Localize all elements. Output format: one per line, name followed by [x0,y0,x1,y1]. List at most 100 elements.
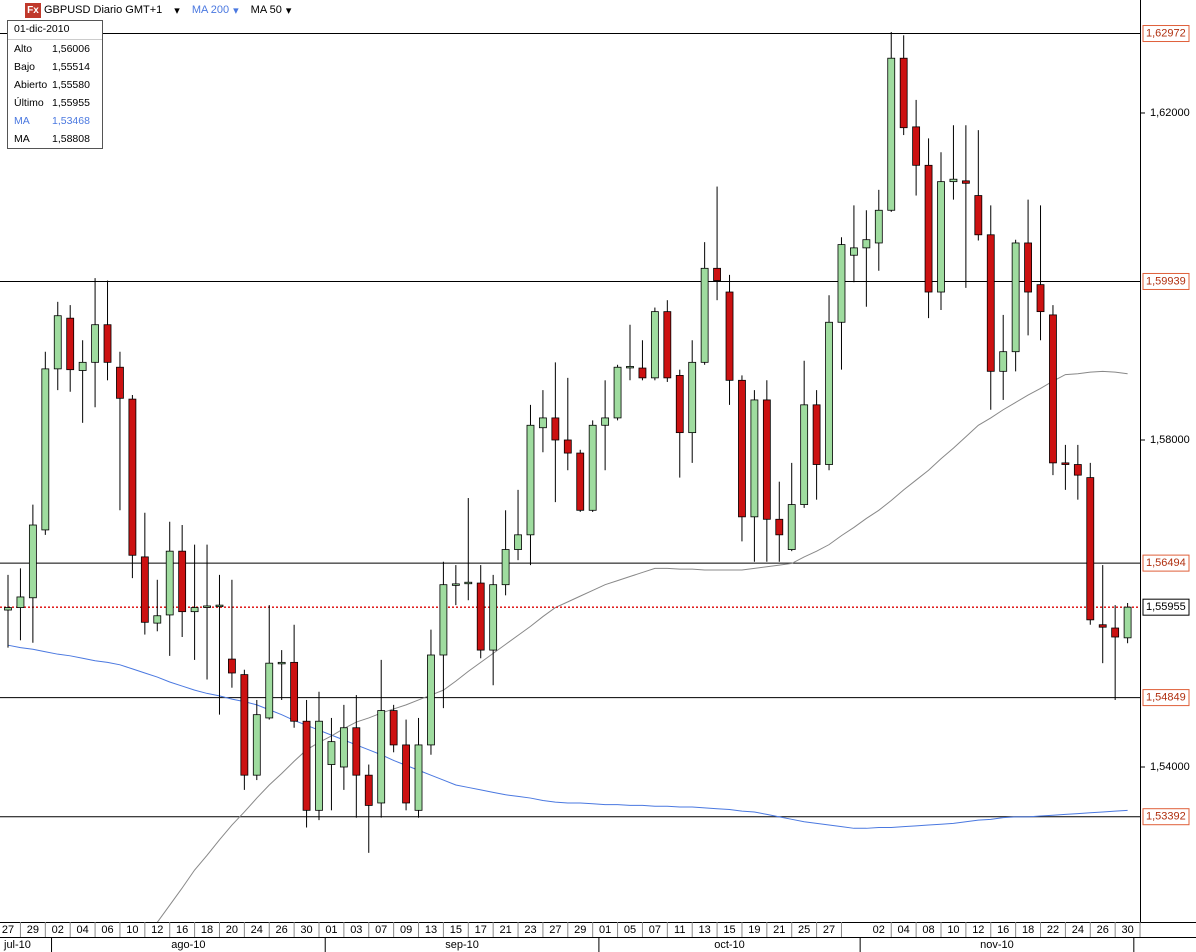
symbol-title[interactable]: GBPUSD Diario GMT+1 [44,4,163,16]
candle-body [165,550,174,616]
x-tick-label: 12 [972,924,984,936]
candle-body [128,398,137,556]
candle-body [364,774,373,806]
info-row: Abierto 1,55580 [8,76,102,94]
dropdown-arrow[interactable]: ▾ [285,4,292,17]
info-value: 1,55580 [52,79,90,91]
x-tick-label: 30 [300,924,312,936]
x-tick-label: 07 [375,924,387,936]
x-tick-label: 27 [2,924,14,936]
info-row: MA 1,58808 [8,130,102,148]
x-tick-label: 18 [201,924,213,936]
x-tick-label: 04 [898,924,910,936]
x-tick-label: 16 [176,924,188,936]
right-axis-bg [1140,0,1196,922]
info-row: Último 1,55955 [8,94,102,112]
candle-body [402,744,410,804]
dropdown-arrow[interactable]: ▾ [233,4,239,17]
info-box: 01-dic-2010 Alto 1,56006 Bajo 1,55514 Abiert… [7,20,103,149]
candle-body [526,424,535,536]
candle-body [215,604,224,608]
x-tick-label: 21 [499,924,511,936]
candle-body [825,321,833,465]
candle-body [750,399,759,518]
candle-body [78,361,87,371]
candle-body [414,744,423,811]
candle-body [762,399,771,520]
ma50-legend[interactable]: MA 50 [250,4,282,16]
candle-body [153,615,162,624]
candle-body [588,424,597,511]
candle-body [663,311,672,379]
x-tick-label: 10 [947,924,959,936]
candle-body [451,583,460,586]
candle-body [302,720,311,811]
candle-body [489,584,498,651]
candle-body [116,366,124,399]
candle-body [700,267,709,363]
x-tick-label: 21 [773,924,785,936]
month-label: oct-10 [714,939,745,951]
candle-body [265,662,274,719]
x-tick-label: 03 [350,924,362,936]
candle-body [1073,464,1082,476]
x-tick-label: 16 [997,924,1009,936]
level-label-box [1142,808,1190,826]
info-date: 01-dic-2010 [8,21,102,40]
level-label: 1,54849 [1146,691,1186,703]
x-tick-label: 29 [574,924,586,936]
candle-body [775,518,784,536]
x-tick-label: 25 [798,924,810,936]
candle-body [1123,606,1132,639]
level-label: 1,56494 [1146,557,1186,569]
y-tick-label: 1,54000 [1150,761,1190,773]
candle-body [53,315,62,370]
x-tick-label: 04 [77,924,89,936]
level-label: 1,62972 [1146,27,1186,39]
x-tick-label: 01 [325,924,337,936]
info-label: Bajo [14,61,36,73]
candle-body [1111,627,1120,638]
ma200-legend[interactable]: MA 200 [191,4,230,16]
candle-body [16,596,25,608]
candle-body [837,244,846,323]
candle-body [140,556,149,623]
info-value: 1,53468 [52,115,90,127]
candle-body [203,605,211,608]
candle-body [563,439,572,454]
dropdown-arrow[interactable]: ▾ [174,4,180,17]
level-label: 1,59939 [1146,275,1186,287]
level-label-box [1142,554,1190,572]
candle-body [427,654,435,746]
candle-body [850,247,858,256]
candle-body [1024,242,1032,293]
candle-body [1049,314,1057,464]
x-tick-label: 29 [27,924,39,936]
candle-body [315,720,323,811]
x-tick-label: 10 [126,924,138,936]
candle-body [638,367,647,379]
candle-body [339,727,348,768]
info-row: Alto 1,56006 [8,40,102,58]
info-label: MA [14,133,30,145]
candle-body [949,178,958,183]
x-tick-label: 22 [1047,924,1059,936]
candle-body [974,195,983,236]
x-tick-label: 13 [425,924,437,936]
level-label: 1,53392 [1146,811,1186,823]
x-tick-label: 24 [251,924,263,936]
candle-body [862,239,871,249]
candle-body [675,375,684,434]
candle-body [389,710,398,746]
candle-body [240,674,249,776]
candle-body [601,417,610,426]
candle-body [887,57,896,211]
x-tick-label: 19 [748,924,760,936]
header: GBPUSD Diario GMT+1 ▾ MA 200 ▾ MA 50 ▾ [24,2,291,18]
y-tick-label: 1,58000 [1150,434,1190,446]
candle-body [576,452,585,511]
candle-body [1098,624,1107,628]
x-tick-label: 30 [1121,924,1133,936]
last-label: 1,55955 [1146,601,1186,613]
